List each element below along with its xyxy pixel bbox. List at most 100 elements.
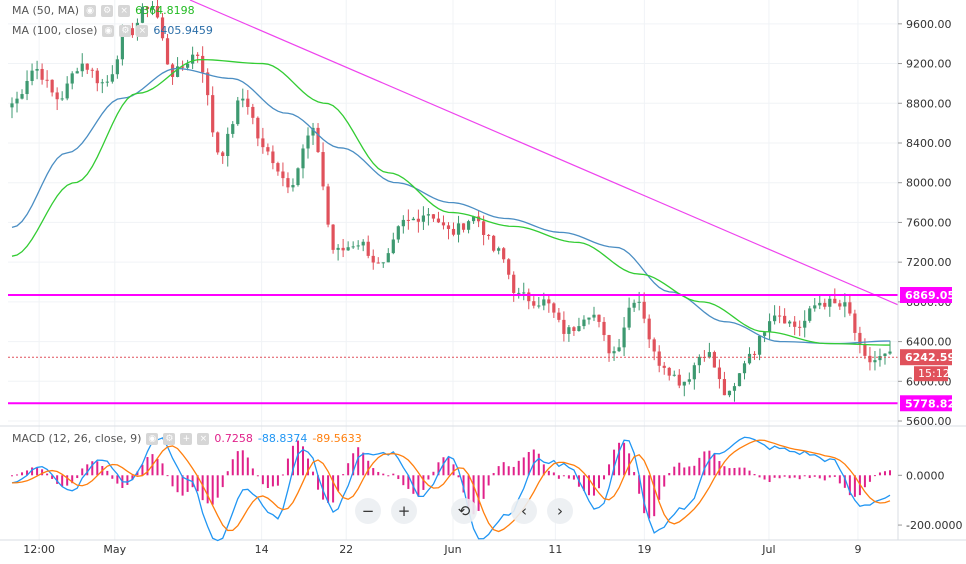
ma50-line (11, 58, 891, 346)
candle (281, 171, 285, 179)
candle (431, 214, 436, 219)
candle (65, 83, 69, 99)
macd-histogram-bar (823, 475, 826, 481)
gear-icon[interactable]: ⚙ (163, 432, 176, 445)
candle (757, 335, 762, 355)
macd-histogram-bar (61, 475, 64, 487)
candle (818, 302, 822, 306)
close-icon[interactable]: × (136, 24, 149, 37)
candle (888, 351, 892, 354)
macd-histogram-bar (342, 474, 345, 476)
candle (221, 152, 225, 157)
candle (747, 353, 752, 364)
reset-button[interactable]: ⟲ (451, 498, 477, 524)
price-tick-label: 7600.00 (906, 216, 952, 229)
scroll-back-button[interactable]: ‹ (511, 498, 537, 524)
macd-histogram-bar (853, 475, 856, 497)
candle (180, 66, 185, 68)
zoom-out-button[interactable]: − (355, 498, 381, 524)
macd-histogram-bar (301, 446, 304, 476)
candle (813, 305, 817, 309)
price-tick-label: 9200.00 (906, 58, 952, 71)
macd-histogram-bar (291, 445, 294, 476)
legend-ma50-label: MA (50, MA) (12, 4, 80, 17)
macd-histogram-bar (146, 457, 149, 476)
candle (727, 390, 732, 396)
candle (145, 6, 150, 10)
macd-line (11, 436, 891, 542)
macd-histogram-bar (36, 467, 39, 476)
zoom-in-button[interactable]: + (391, 498, 417, 524)
macd-histogram-bar (402, 475, 405, 486)
candle (211, 95, 215, 133)
macd-histogram-bar (452, 464, 455, 476)
x-tick-label: 22 (339, 543, 353, 556)
candle (572, 327, 576, 331)
candle (291, 185, 295, 188)
candle (451, 228, 456, 235)
candle (331, 224, 335, 250)
candle (577, 326, 581, 331)
plus-icon[interactable]: + (180, 432, 193, 445)
macd-histogram-bar (758, 475, 761, 478)
candle (662, 365, 666, 368)
candle (527, 292, 531, 302)
eye-icon[interactable]: ◉ (146, 432, 159, 445)
macd-histogram-bar (171, 475, 174, 487)
candle (356, 245, 360, 247)
macd-histogram-bar (477, 475, 480, 511)
macd-histogram-bar (11, 475, 13, 477)
macd-histogram-bar (818, 475, 821, 479)
candle (201, 55, 205, 73)
macd-histogram-bar (116, 475, 119, 484)
candle (682, 381, 686, 386)
candle (642, 301, 646, 319)
candle (301, 148, 305, 169)
macd-histogram-bar (31, 467, 34, 476)
candle (793, 321, 797, 327)
macd-histogram-bar (633, 472, 636, 476)
gear-icon[interactable]: ⚙ (119, 24, 132, 37)
price-tick-label: 9600.00 (906, 18, 952, 31)
macd-histogram-bar (653, 475, 656, 517)
close-icon[interactable]: × (118, 4, 131, 17)
macd-histogram-bar (206, 475, 209, 504)
macd-histogram-bar (608, 464, 611, 476)
close-icon[interactable]: × (197, 432, 210, 445)
gear-icon[interactable]: ⚙ (101, 4, 114, 17)
macd-histogram-bar (487, 475, 490, 486)
candle (542, 299, 546, 306)
candle (406, 219, 410, 221)
candle (296, 168, 300, 186)
macd-histogram-bar (26, 470, 29, 476)
macd-histogram-bar (658, 475, 661, 500)
candle (80, 63, 84, 72)
candle (607, 335, 611, 354)
eye-icon[interactable]: ◉ (102, 24, 115, 37)
candle (231, 124, 235, 134)
candle (426, 214, 431, 216)
candle (602, 321, 606, 336)
macd-histogram-bar (231, 459, 234, 476)
candle (532, 301, 536, 306)
macd-histogram-bar (442, 457, 445, 476)
macd-histogram-bar (668, 473, 671, 476)
macd-histogram-bar (176, 475, 179, 493)
macd-histogram-bar (557, 475, 560, 479)
candle (476, 216, 481, 222)
macd-histogram-bar (873, 475, 876, 477)
eye-icon[interactable]: ◉ (84, 4, 97, 17)
macd-histogram-bar (256, 475, 259, 477)
macd-histogram-bar (457, 475, 460, 478)
macd-histogram-bar (66, 475, 69, 486)
macd-histogram-bar (81, 468, 84, 476)
macd-histogram-bar (16, 474, 19, 476)
scroll-forward-button[interactable]: › (547, 498, 573, 524)
candle (732, 386, 737, 391)
macd-histogram-bar (863, 475, 866, 488)
candle (396, 226, 400, 240)
macd-histogram-bar (828, 475, 831, 478)
candle (366, 241, 370, 256)
candle (266, 147, 270, 152)
